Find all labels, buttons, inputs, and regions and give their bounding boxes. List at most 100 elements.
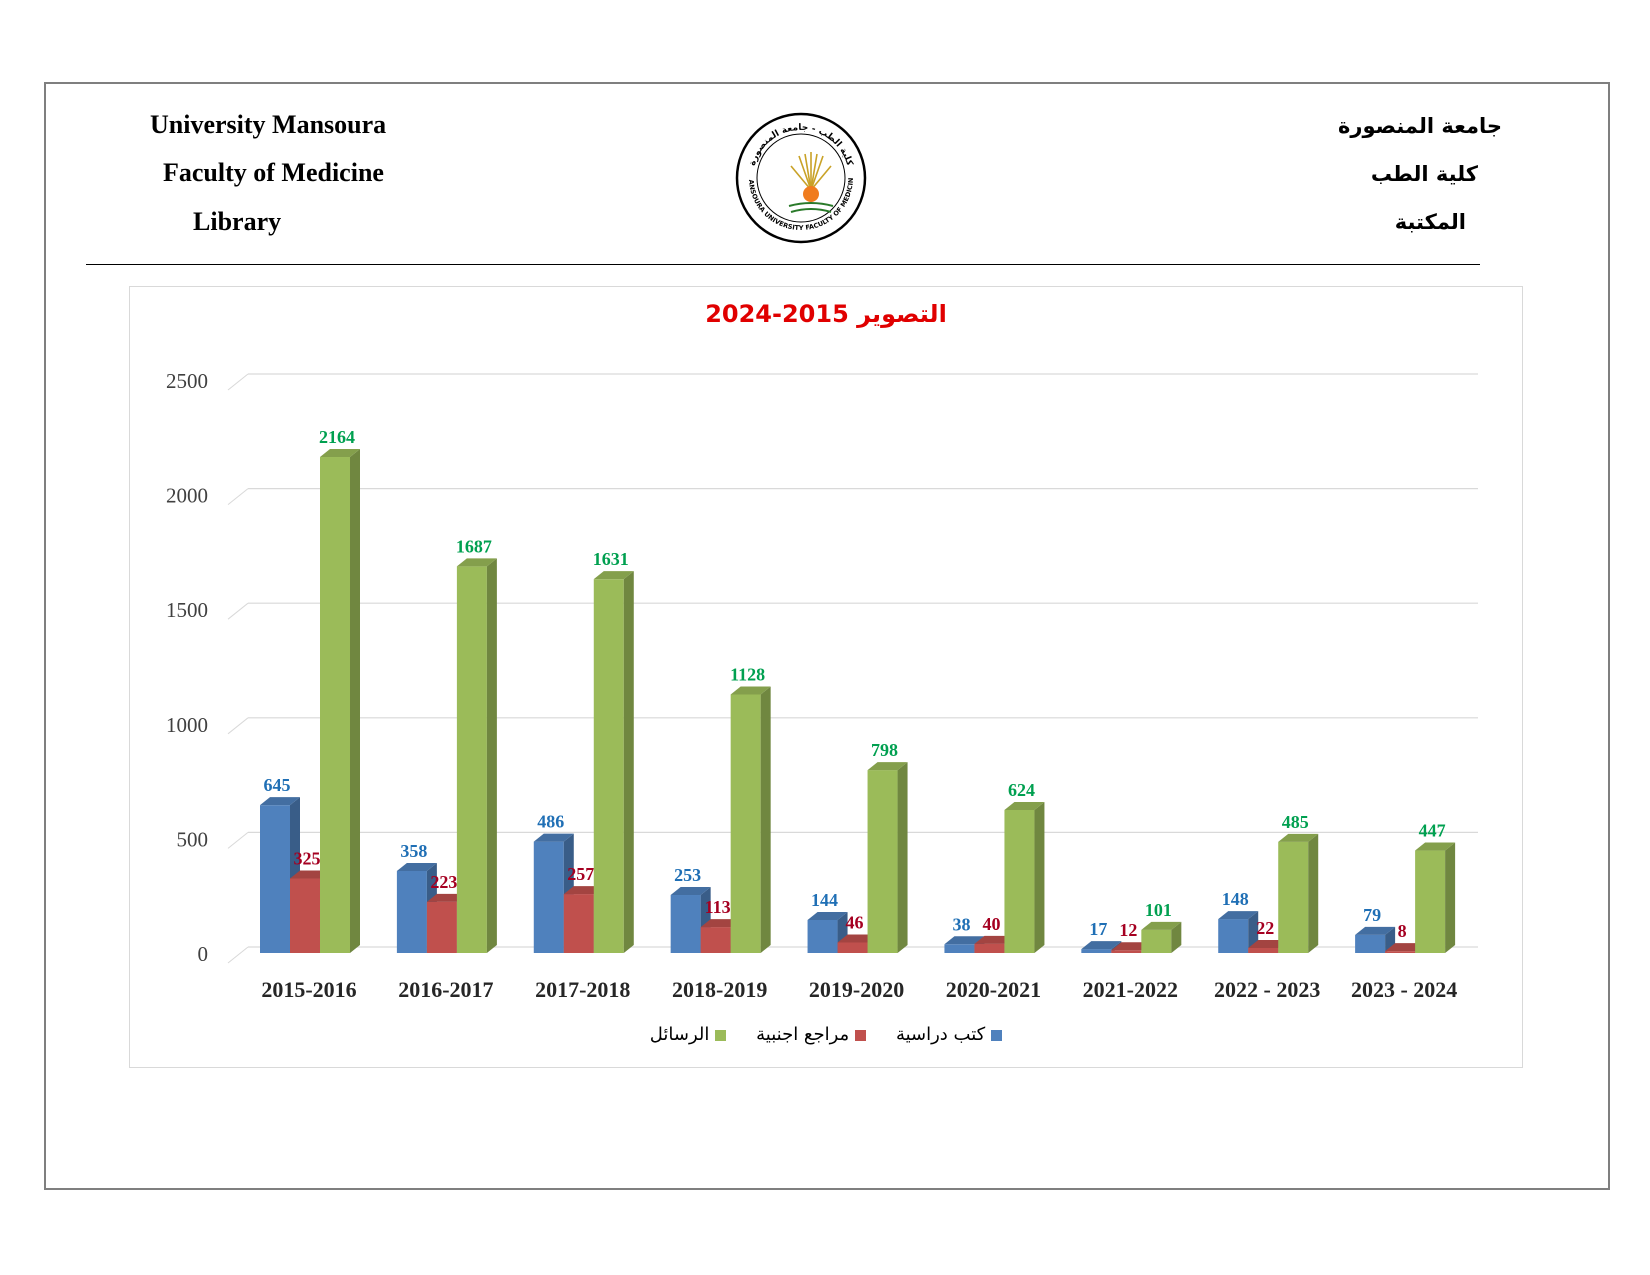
page-frame	[44, 82, 1610, 1190]
data-label: 798	[871, 740, 898, 760]
bar-front	[426, 901, 457, 953]
x-tick-label: 2018-2019	[672, 977, 767, 1002]
data-label: 1128	[730, 664, 765, 684]
bar-front	[563, 894, 594, 953]
data-label: 223	[430, 872, 457, 892]
bar-front	[974, 943, 1005, 953]
data-label: 79	[1363, 905, 1381, 925]
bar-top	[260, 797, 300, 806]
bar-front	[944, 944, 975, 953]
data-label: 148	[1222, 889, 1249, 909]
y-tick-label: 2000	[166, 484, 208, 508]
legend-swatch-series2	[855, 1029, 867, 1041]
data-label: 257	[567, 864, 594, 884]
bar-side	[1308, 833, 1319, 953]
data-label: 22	[1256, 918, 1274, 938]
bar-front	[1141, 929, 1172, 953]
header-library-en: Library	[193, 207, 282, 236]
bar-front	[1355, 934, 1386, 953]
data-label: 113	[705, 897, 731, 917]
grid-diagonal	[227, 488, 249, 505]
legend-swatch-series3	[715, 1029, 727, 1041]
x-tick-label: 2020-2021	[946, 977, 1041, 1002]
bar-top	[944, 936, 985, 945]
bar-front	[837, 942, 868, 953]
bar-front	[396, 870, 427, 953]
bar-front	[1248, 947, 1279, 953]
header-library-ar: المكتبة	[1394, 210, 1466, 234]
grid-diagonal	[227, 946, 249, 964]
bar-top	[1218, 911, 1259, 920]
y-tick-label: 2500	[166, 369, 208, 393]
bar-front	[533, 841, 564, 953]
bar-side	[623, 571, 634, 953]
data-label: 46	[846, 912, 864, 932]
data-label: 325	[294, 849, 321, 869]
y-tick-label: 500	[177, 827, 209, 851]
bar-top	[867, 762, 908, 771]
bar-top	[533, 833, 574, 842]
bar-front	[867, 770, 898, 953]
x-tick-label: 2016-2017	[398, 977, 493, 1002]
bar-top	[1355, 926, 1396, 935]
bar-top	[593, 571, 634, 580]
bar-side	[760, 686, 771, 953]
legend-item-series3: الرسائل	[650, 1024, 727, 1045]
data-label: 1687	[456, 536, 492, 556]
x-tick-label: 2021-2022	[1083, 977, 1178, 1002]
y-tick-label: 1500	[166, 598, 208, 622]
x-tick-label: 2023 - 2024	[1351, 977, 1457, 1002]
header-faculty-en: Faculty of Medicine	[163, 158, 384, 187]
data-label: 624	[1008, 780, 1035, 800]
legend-swatch-series1	[991, 1029, 1003, 1041]
header-university-en: University Mansoura	[150, 110, 387, 139]
legend-item-series2: مراجع اجنبية	[756, 1024, 867, 1045]
bar-front	[1415, 850, 1446, 953]
bar-top	[1141, 921, 1182, 930]
bar-front	[1081, 949, 1112, 953]
bar-top	[456, 558, 497, 567]
bar-side	[350, 449, 360, 953]
x-tick-label: 2019-2020	[809, 977, 904, 1002]
legend-label-series2: مراجع اجنبية	[756, 1024, 850, 1045]
bar-top	[396, 862, 437, 871]
bar-side	[1171, 921, 1182, 953]
bar-top	[1004, 801, 1045, 810]
bar-front	[1004, 809, 1035, 953]
bar-front	[807, 919, 838, 953]
data-label: 144	[811, 890, 838, 910]
bar-front	[260, 805, 290, 953]
bar-front	[670, 895, 701, 953]
bar-top	[1081, 941, 1122, 950]
y-tick-label: 0	[198, 942, 209, 966]
header-university-ar: جامعة المنصورة	[1337, 114, 1502, 138]
bar-front	[290, 878, 320, 953]
data-label: 253	[674, 865, 701, 885]
bar-top	[807, 911, 848, 920]
header-divider	[86, 264, 1480, 265]
bar-side	[1445, 842, 1456, 953]
grid-diagonal	[227, 602, 249, 620]
bar-side	[1034, 801, 1045, 953]
chart-title: التصوير 2015-2024	[705, 300, 947, 328]
bar-top	[730, 686, 771, 695]
x-tick-label: 2017-2018	[535, 977, 630, 1002]
data-label: 486	[537, 812, 564, 832]
bar-side	[486, 558, 497, 953]
data-label: 447	[1419, 821, 1446, 841]
bar-top	[320, 449, 360, 458]
data-label: 38	[952, 914, 970, 934]
data-label: 8	[1398, 921, 1407, 941]
bar-front	[593, 579, 624, 953]
bar-front	[700, 927, 731, 953]
bar-front	[456, 566, 487, 953]
data-label: 101	[1145, 900, 1172, 920]
bar-top	[1278, 833, 1319, 842]
chart-legend: كتب دراسية مراجع اجنبية الرسائل	[129, 1024, 1523, 1045]
data-label: 1631	[593, 549, 629, 569]
x-tick-label: 2015-2016	[261, 977, 356, 1002]
data-label: 2164	[319, 427, 355, 447]
data-label: 645	[264, 775, 291, 795]
data-label: 358	[400, 841, 427, 861]
